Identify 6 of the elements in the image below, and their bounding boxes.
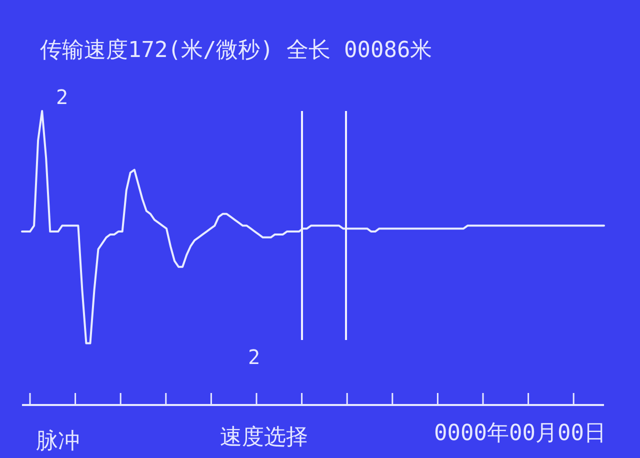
annotation: 2 [248,345,260,369]
annotation: 速度选择 [220,425,308,450]
annotation: 0000年00月00日 [434,421,606,446]
title: 传输速度172(米/微秒) 全长 00086米 [40,38,432,63]
annotation: 脉冲 [36,429,80,454]
annotation: 2 [56,85,68,109]
